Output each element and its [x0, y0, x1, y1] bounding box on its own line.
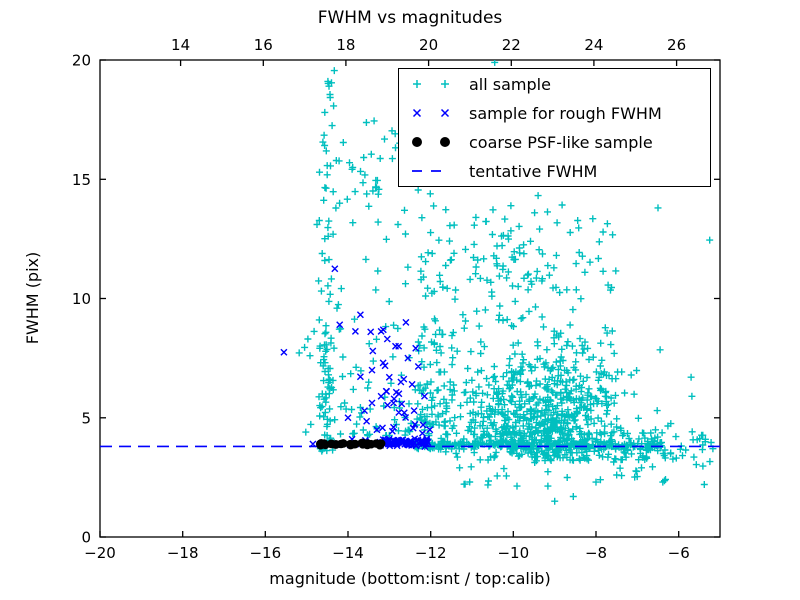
dashed-line-marker-icon — [412, 170, 450, 172]
x-bottom-tick-label: −16 — [249, 544, 281, 562]
legend-entry-coarse-psf-like-sample: coarse PSF-like sample — [399, 128, 710, 157]
x-top-tick-label: 24 — [584, 36, 603, 54]
x-bottom-tick-label: −14 — [332, 544, 364, 562]
x-top-tick-label: 18 — [336, 36, 355, 54]
y-tick-label: 0 — [81, 529, 91, 547]
x-bottom-tick-label: −18 — [167, 544, 199, 562]
x-bottom-tick-label: −10 — [497, 544, 529, 562]
dot-marker-icon — [412, 137, 450, 147]
legend-label: coarse PSF-like sample — [469, 132, 653, 152]
x-top-tick-label: 20 — [419, 36, 438, 54]
x-top-tick-label: 22 — [502, 36, 521, 54]
legend: all sample sample for rough FWHM coarse PS… — [398, 68, 711, 187]
x-axis-label: magnitude (bottom:isnt / top:calib) — [269, 569, 550, 588]
legend-entry-sample-for-rough-fwhm: sample for rough FWHM — [399, 99, 710, 128]
x-top-tick-label: 16 — [254, 36, 273, 54]
axis-ticks: −20 −18 −16 −14 −12 −10 −8 −6 14 16 18 20 22 24 26 0 5 10… — [72, 36, 720, 562]
x-bottom-tick-label: −12 — [415, 544, 447, 562]
x-marker-icon — [412, 108, 450, 118]
scatter-coarse-psf-sample — [316, 438, 386, 450]
y-axis-label: FWHM (pix) — [23, 252, 42, 345]
x-top-tick-label: 14 — [171, 36, 190, 54]
x-bottom-tick-label: −6 — [668, 544, 690, 562]
x-bottom-tick-label: −8 — [585, 544, 607, 562]
x-bottom-tick-label: −20 — [84, 544, 116, 562]
y-tick-label: 5 — [81, 409, 91, 427]
y-tick-label: 15 — [72, 171, 91, 189]
legend-entry-all-sample: all sample — [399, 70, 710, 99]
legend-entry-tentative-fwhm: tentative FWHM — [399, 157, 710, 186]
y-tick-label: 10 — [72, 290, 91, 308]
scatter-all-sample — [295, 60, 717, 505]
x-top-tick-label: 26 — [667, 36, 686, 54]
legend-label: all sample — [469, 74, 551, 94]
y-tick-label: 20 — [72, 52, 91, 70]
legend-label: tentative FWHM — [469, 161, 598, 181]
legend-label: sample for rough FWHM — [469, 103, 662, 123]
chart-title: FWHM vs magnitudes — [318, 8, 503, 28]
plus-marker-icon — [413, 80, 449, 88]
